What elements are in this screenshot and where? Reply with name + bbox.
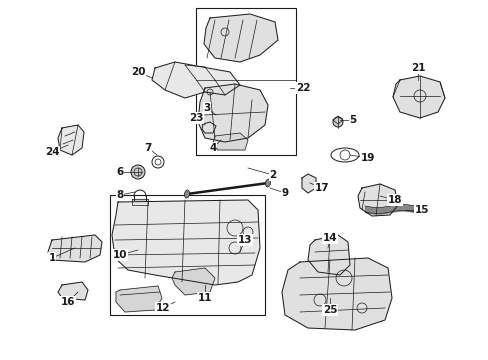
- Circle shape: [332, 117, 342, 127]
- Bar: [196, 8, 295, 155]
- Text: 23: 23: [188, 113, 203, 123]
- Text: 7: 7: [144, 143, 151, 153]
- Polygon shape: [58, 282, 88, 300]
- Polygon shape: [202, 122, 216, 133]
- Polygon shape: [307, 235, 349, 275]
- Polygon shape: [198, 84, 267, 142]
- Polygon shape: [152, 62, 240, 98]
- Text: 22: 22: [295, 83, 309, 93]
- Text: 3: 3: [203, 103, 210, 113]
- Polygon shape: [357, 184, 397, 216]
- Text: 4: 4: [209, 143, 216, 153]
- Polygon shape: [302, 174, 315, 193]
- Text: 15: 15: [414, 205, 428, 215]
- Text: 5: 5: [348, 115, 356, 125]
- Polygon shape: [112, 200, 260, 285]
- Text: 9: 9: [281, 188, 288, 198]
- Polygon shape: [203, 14, 278, 62]
- Text: 1: 1: [48, 253, 56, 263]
- Text: 21: 21: [410, 63, 425, 73]
- Text: 8: 8: [116, 190, 123, 200]
- Circle shape: [131, 165, 145, 179]
- Polygon shape: [132, 199, 148, 205]
- Text: 16: 16: [61, 297, 75, 307]
- Text: 12: 12: [156, 303, 170, 313]
- Text: 25: 25: [322, 305, 337, 315]
- Polygon shape: [58, 125, 84, 155]
- Polygon shape: [392, 76, 444, 118]
- Text: 19: 19: [360, 153, 374, 163]
- Bar: [110, 195, 264, 315]
- Ellipse shape: [184, 190, 189, 198]
- Text: 24: 24: [44, 147, 59, 157]
- Text: 14: 14: [322, 233, 337, 243]
- Text: 11: 11: [197, 293, 212, 303]
- Text: 6: 6: [116, 167, 123, 177]
- Text: 2: 2: [269, 170, 276, 180]
- Polygon shape: [48, 235, 102, 262]
- Ellipse shape: [265, 179, 270, 187]
- Text: 17: 17: [314, 183, 328, 193]
- Text: 10: 10: [113, 250, 127, 260]
- Polygon shape: [282, 258, 391, 330]
- Text: 18: 18: [387, 195, 402, 205]
- Polygon shape: [213, 133, 247, 150]
- Text: 13: 13: [237, 235, 252, 245]
- Polygon shape: [172, 268, 215, 295]
- Text: 20: 20: [130, 67, 145, 77]
- Polygon shape: [116, 286, 162, 312]
